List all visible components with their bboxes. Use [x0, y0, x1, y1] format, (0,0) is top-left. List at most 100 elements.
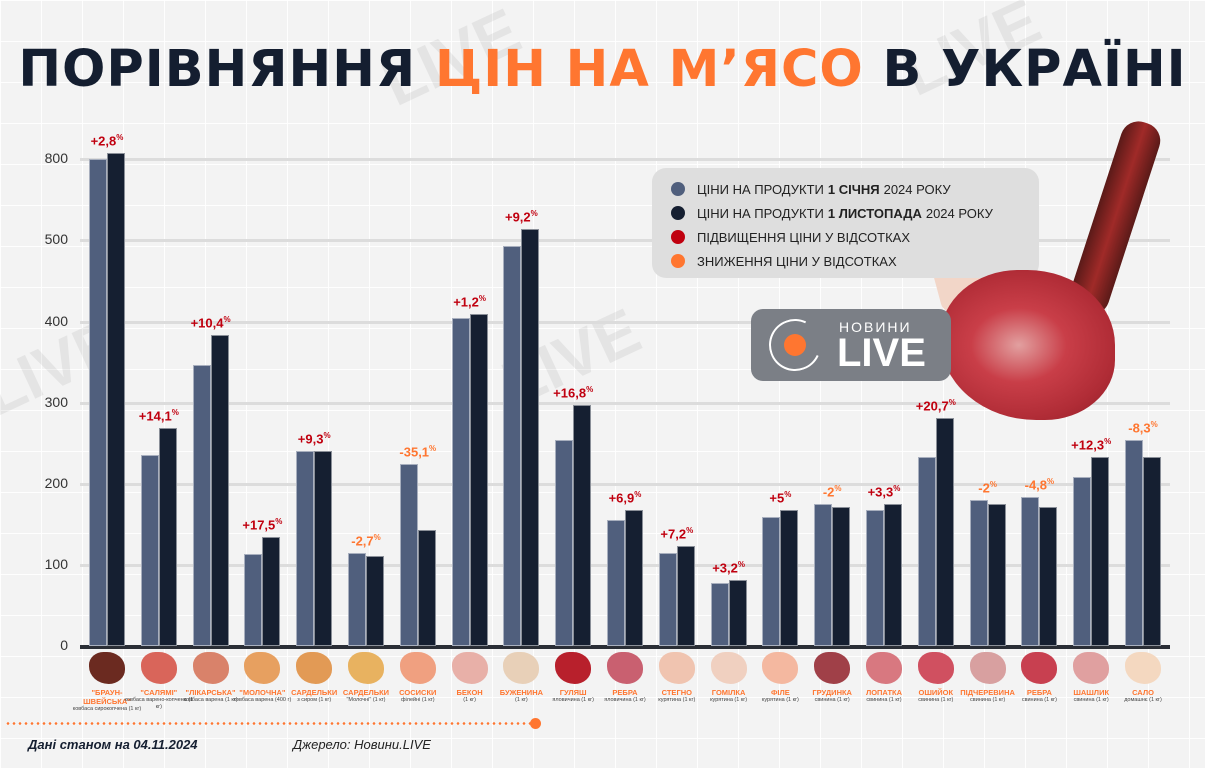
product-name: ФІЛЕ [771, 688, 790, 697]
product-image [1021, 652, 1058, 684]
product-subtitle: свинина (1 кг) [918, 697, 954, 703]
product-subtitle: курятина (1 кг) [710, 697, 748, 703]
product-image [451, 652, 488, 684]
product-image [917, 652, 954, 684]
product-name: СОСИСКИ [399, 688, 437, 697]
percent-change-label: +9,3% [297, 430, 331, 447]
bar-jan [1073, 476, 1092, 646]
product-subtitle: ковбаса сирокопчена (1 кг) [72, 706, 142, 712]
bar-jan [814, 504, 833, 646]
product-name: РЕБРА [612, 688, 638, 697]
dotted-divider [5, 722, 535, 725]
bar-nov [469, 313, 488, 646]
product-name: ГОМІЛКА [711, 688, 746, 697]
percent-change-label: +3,3% [867, 484, 901, 500]
product-label: ГУЛЯШ яловичина (1 кг) [538, 652, 608, 704]
percent-change-label: +7,2% [660, 526, 694, 542]
product-name: "САЛЯМІ" [140, 688, 178, 697]
product-subtitle: з сиром (1 кг) [297, 697, 332, 703]
product-subtitle: свинина (1 кг) [1021, 697, 1057, 703]
y-tick-label: 0 [60, 637, 68, 653]
bar-nov [832, 506, 851, 646]
percent-change-label: +10,4% [190, 314, 231, 331]
title-part2: В УКРАЇНІ [863, 40, 1187, 99]
product-name: "БРАУН-ШВЕЙСЬКА" [83, 688, 131, 706]
product-image [969, 652, 1006, 684]
percent-change-label: +3,2% [712, 559, 745, 575]
percent-change-label: +16,8% [553, 385, 594, 401]
product-subtitle: свинина (1 кг) [970, 697, 1006, 703]
legend-text: 2024 РОКУ [925, 205, 993, 221]
product-label: "ЛІКАРСЬКА" ковбаса варена (1 кг) [176, 652, 246, 704]
product-label: САРДЕЛЬКИ з сиром (1 кг) [279, 652, 349, 704]
bar-jan [969, 500, 988, 646]
bar-jan [89, 159, 107, 646]
logo-dot-icon [784, 334, 806, 356]
product-image [1125, 652, 1161, 684]
bar-jan [710, 582, 729, 646]
product-label: САЛО домашнє (1 кг) [1108, 652, 1178, 704]
bar-nov [780, 509, 799, 646]
product-subtitle: (1 кг) [515, 697, 528, 703]
product-name: САЛО [1132, 688, 1154, 697]
data-date: Дані станом на 04.11.2024 [28, 737, 198, 752]
product-label: БЕКОН (1 кг) [435, 652, 505, 704]
bar-jan [296, 450, 315, 646]
bar-nov [366, 556, 384, 646]
product-name: САРДЕЛЬКИ [291, 688, 338, 697]
product-label: САРДЕЛЬКИ "Молочні" (1 кг) [331, 652, 401, 704]
legend-item-increase: ПІДВИЩЕННЯ ЦІНИ У ВІДСОТКАХ [671, 225, 1039, 249]
bar-jan [555, 440, 574, 646]
product-label: БУЖЕНИНА (1 кг) [486, 652, 556, 704]
product-name: БУЖЕНИНА [499, 688, 544, 697]
bar-nov [625, 509, 643, 646]
product-subtitle: (1 кг) [463, 697, 476, 703]
meat-image [940, 270, 1115, 420]
bar-nov [1039, 506, 1058, 646]
y-tick-label: 500 [44, 231, 68, 247]
bar-jan [658, 552, 677, 646]
bar-nov [728, 579, 747, 646]
product-name: ШАШЛИК [1073, 688, 1110, 697]
product-image [140, 652, 177, 684]
y-tick-label: 800 [44, 150, 68, 166]
percent-change-label: +2,8% [90, 133, 124, 149]
product-subtitle: курятина (1 кг) [761, 697, 799, 703]
legend-dot-icon [671, 254, 685, 268]
product-label: "МОЛОЧНА" ковбаса варена (400 г) [227, 652, 297, 704]
product-subtitle: ковбаса варено-копчена (1 кг) [124, 697, 194, 710]
percent-change-label: +9,2% [504, 208, 538, 225]
y-tick-label: 400 [44, 313, 68, 329]
product-name: "ЛІКАРСЬКА" [185, 688, 236, 697]
product-image [503, 652, 540, 684]
logo-big-text: LIVE [837, 331, 926, 375]
legend-text: ЦІНИ НА ПРОДУКТИ [697, 205, 824, 221]
product-image [348, 652, 384, 684]
gridline [80, 239, 1170, 242]
percent-change-label: -2,7% [351, 532, 381, 549]
bar-jan [1125, 440, 1143, 646]
product-label: ОШИЙОК свинина (1 кг) [901, 652, 971, 704]
product-label: РЕБРА свинина (1 кг) [1004, 652, 1074, 704]
bar-jan [762, 517, 781, 646]
percent-change-label: -35,1% [399, 443, 437, 460]
divider-end-dot [530, 718, 541, 729]
product-label: ПІДЧЕРЕВИНА свинина (1 кг) [953, 652, 1023, 704]
bar-nov [314, 450, 333, 646]
product-label: СОСИСКИ філейні (1 кг) [383, 652, 453, 704]
percent-change-label: +14,1% [138, 408, 179, 424]
product-subtitle: свинина (1 кг) [1073, 697, 1109, 703]
x-axis-baseline [80, 645, 1170, 649]
product-image [814, 652, 851, 684]
bar-nov [573, 405, 592, 646]
chart-legend: ЦІНИ НА ПРОДУКТИ 1 СІЧНЯ 2024 РОКУ ЦІНИ … [652, 168, 1039, 278]
gridline [80, 402, 1170, 405]
product-label: ШАШЛИК свинина (1 кг) [1056, 652, 1126, 704]
product-image [607, 652, 643, 684]
product-subtitle: курятина (1 кг) [658, 697, 696, 703]
product-name: ОШИЙОК [918, 688, 954, 697]
product-name: ГРУДИНКА [812, 688, 852, 697]
bar-jan [607, 519, 625, 646]
novyny-live-logo: НОВИНИ LIVE [751, 309, 951, 381]
